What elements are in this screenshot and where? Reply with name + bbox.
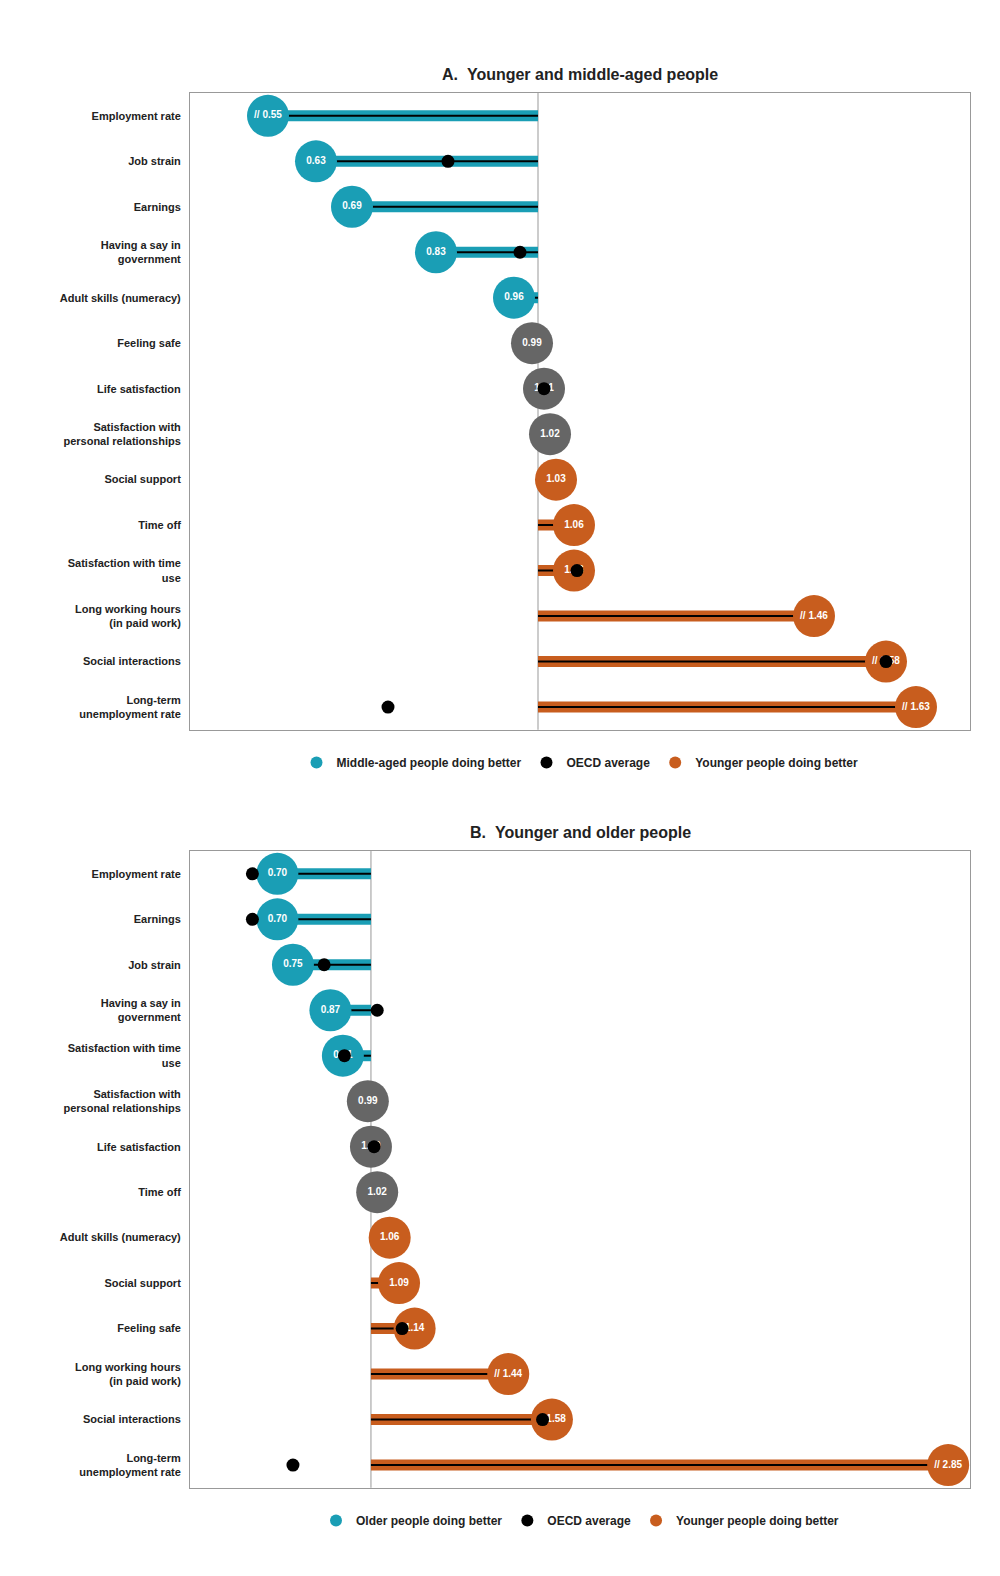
svg-text:1.02: 1.02 bbox=[367, 1186, 387, 1197]
svg-text:0.99: 0.99 bbox=[522, 337, 542, 348]
svg-text:0.63: 0.63 bbox=[306, 155, 326, 166]
svg-text:Time off: Time off bbox=[138, 519, 181, 531]
svg-text:// 2.85: // 2.85 bbox=[934, 1459, 962, 1470]
svg-text:Having a say ingovernment: Having a say ingovernment bbox=[101, 239, 181, 265]
svg-text:// 0.55: // 0.55 bbox=[254, 109, 282, 120]
svg-text:Adult skills (numeracy): Adult skills (numeracy) bbox=[60, 1231, 181, 1243]
svg-text:1.09: 1.09 bbox=[389, 1277, 409, 1288]
svg-text:OECD average: OECD average bbox=[567, 756, 651, 770]
svg-text:Earnings: Earnings bbox=[134, 201, 181, 213]
svg-text:1.01: 1.01 bbox=[534, 382, 554, 393]
svg-text:Earnings: Earnings bbox=[134, 913, 181, 925]
svg-text:Adult skills (numeracy): Adult skills (numeracy) bbox=[60, 292, 181, 304]
svg-text:Feeling safe: Feeling safe bbox=[117, 337, 181, 349]
svg-text:Long working hours(in paid wor: Long working hours(in paid work) bbox=[75, 1361, 181, 1387]
svg-text:1.06: 1.06 bbox=[564, 564, 584, 575]
svg-text:0.91: 0.91 bbox=[333, 1049, 353, 1060]
svg-text:Social support: Social support bbox=[104, 1277, 181, 1289]
svg-text:B. Younger and older people: B. Younger and older people bbox=[470, 824, 691, 841]
svg-text:Having a say ingovernment: Having a say ingovernment bbox=[101, 997, 181, 1023]
svg-text:Satisfaction withpersonal rela: Satisfaction withpersonal relationships bbox=[63, 421, 181, 447]
svg-text:Older people doing better: Older people doing better bbox=[356, 1514, 502, 1528]
svg-text:// 1.58: // 1.58 bbox=[538, 1413, 566, 1424]
svg-text:Younger people doing better: Younger people doing better bbox=[695, 756, 858, 770]
svg-text:1.02: 1.02 bbox=[540, 428, 560, 439]
svg-text:0.99: 0.99 bbox=[358, 1095, 378, 1106]
svg-text:Long-termunemployment rate: Long-termunemployment rate bbox=[79, 694, 181, 720]
svg-text:Feeling safe: Feeling safe bbox=[117, 1322, 181, 1334]
svg-text:1.00: 1.00 bbox=[361, 1140, 381, 1151]
svg-text:Life satisfaction: Life satisfaction bbox=[97, 383, 181, 395]
svg-text:// 1.46: // 1.46 bbox=[800, 610, 828, 621]
svg-text:Long-termunemployment rate: Long-termunemployment rate bbox=[79, 1452, 181, 1478]
svg-text:Job strain: Job strain bbox=[128, 959, 181, 971]
svg-text:Employment rate: Employment rate bbox=[92, 110, 181, 122]
svg-text:Social interactions: Social interactions bbox=[83, 655, 181, 667]
svg-text:OECD average: OECD average bbox=[547, 1514, 631, 1528]
svg-text:1.14: 1.14 bbox=[405, 1322, 425, 1333]
svg-text:Satisfaction with timeuse: Satisfaction with timeuse bbox=[68, 1042, 181, 1068]
svg-text:Satisfaction with timeuse: Satisfaction with timeuse bbox=[68, 557, 181, 583]
svg-text:Life satisfaction: Life satisfaction bbox=[97, 1141, 181, 1153]
svg-text:Long working hours(in paid wor: Long working hours(in paid work) bbox=[75, 603, 181, 629]
svg-text:// 1.58: // 1.58 bbox=[872, 655, 900, 666]
svg-text:0.75: 0.75 bbox=[283, 958, 303, 969]
svg-text:0.83: 0.83 bbox=[426, 246, 446, 257]
svg-text:Job strain: Job strain bbox=[128, 155, 181, 167]
svg-text:Satisfaction withpersonal rela: Satisfaction withpersonal relationships bbox=[63, 1088, 181, 1114]
svg-text:0.70: 0.70 bbox=[268, 867, 288, 878]
svg-text:Younger people doing better: Younger people doing better bbox=[676, 1514, 839, 1528]
svg-text:// 1.63: // 1.63 bbox=[902, 701, 930, 712]
svg-text:// 1.44: // 1.44 bbox=[494, 1368, 522, 1379]
svg-text:0.96: 0.96 bbox=[504, 291, 524, 302]
svg-text:1.03: 1.03 bbox=[546, 473, 566, 484]
svg-text:Time off: Time off bbox=[138, 1186, 181, 1198]
svg-text:A. Younger and middle-aged pe: A. Younger and middle-aged people bbox=[442, 66, 718, 83]
svg-text:Employment rate: Employment rate bbox=[92, 868, 181, 880]
svg-text:1.06: 1.06 bbox=[380, 1231, 400, 1242]
svg-text:0.87: 0.87 bbox=[321, 1004, 341, 1015]
svg-text:0.69: 0.69 bbox=[342, 200, 362, 211]
svg-text:Social support: Social support bbox=[104, 473, 181, 485]
svg-text:Social interactions: Social interactions bbox=[83, 1413, 181, 1425]
svg-text:Middle-aged people doing bette: Middle-aged people doing better bbox=[337, 756, 522, 770]
svg-text:0.70: 0.70 bbox=[268, 913, 288, 924]
svg-text:1.06: 1.06 bbox=[564, 519, 584, 530]
